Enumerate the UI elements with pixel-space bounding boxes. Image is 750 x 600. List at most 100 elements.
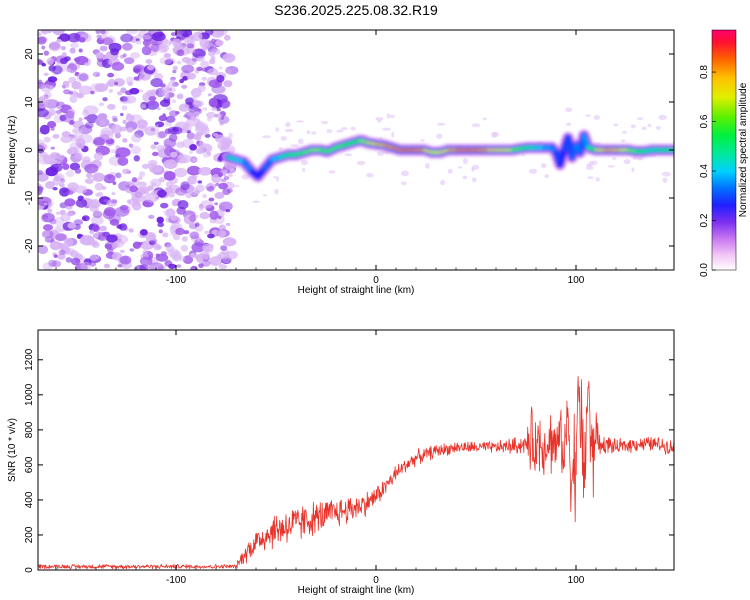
noise-speckle xyxy=(586,165,594,171)
noise-speckle xyxy=(53,254,58,258)
noise-speckle xyxy=(391,131,395,138)
noise-speckle xyxy=(613,123,619,127)
snr-panel: -100 0 100 0 200 400 600 800 1000 1200 Height of… xyxy=(7,329,675,596)
noise-speckle xyxy=(612,157,617,160)
noise-speckle xyxy=(153,243,161,249)
spectrogram-x-ticks: -100 0 100 xyxy=(55,30,657,286)
noise-region xyxy=(38,30,672,270)
noise-speckle xyxy=(195,148,205,155)
noise-speckle xyxy=(42,224,54,231)
noise-speckle xyxy=(217,229,227,238)
y-tick-label: 10 xyxy=(24,96,35,108)
colorbar-ticks: 0.0 0.2 0.4 0.6 0.8 xyxy=(699,65,716,277)
noise-speckle xyxy=(462,175,468,180)
noise-speckle xyxy=(139,256,153,266)
noise-speckle xyxy=(76,72,90,82)
noise-speckle xyxy=(225,209,231,213)
noise-speckle xyxy=(220,245,228,251)
noise-speckle xyxy=(92,241,98,246)
noise-speckle xyxy=(179,256,186,262)
noise-speckle xyxy=(630,124,636,129)
noise-speckle xyxy=(272,176,279,179)
noise-speckle xyxy=(210,38,217,44)
colorbar-tick-label: 0.6 xyxy=(699,114,710,128)
noise-speckle xyxy=(621,131,628,134)
noise-speckle xyxy=(46,57,54,65)
noise-speckle xyxy=(78,117,83,122)
noise-speckle xyxy=(208,51,216,57)
noise-speckle xyxy=(228,132,233,139)
noise-speckle xyxy=(38,196,52,207)
noise-speckle xyxy=(148,240,155,245)
noise-speckle xyxy=(191,175,198,180)
noise-speckle xyxy=(56,211,61,215)
noise-speckle xyxy=(62,189,67,193)
noise-speckle xyxy=(39,124,50,135)
noise-speckle xyxy=(147,185,154,191)
noise-speckle xyxy=(38,245,48,255)
colorbar-scale xyxy=(712,30,736,270)
noise-speckle xyxy=(137,176,143,180)
noise-speckle xyxy=(129,185,139,193)
noise-speckle xyxy=(344,153,353,157)
noise-speckle xyxy=(150,43,160,53)
noise-speckle xyxy=(112,118,118,122)
noise-speckle xyxy=(102,97,108,102)
noise-speckle xyxy=(189,231,200,240)
noise-speckle xyxy=(220,169,228,175)
y-tick-label: 1000 xyxy=(24,383,35,406)
noise-speckle xyxy=(225,222,231,227)
noise-speckle xyxy=(51,260,62,268)
noise-speckle xyxy=(228,172,233,177)
noise-speckle xyxy=(195,124,209,135)
noise-speckle xyxy=(117,91,123,96)
noise-speckle xyxy=(211,84,226,94)
noise-speckle xyxy=(59,33,71,42)
noise-speckle xyxy=(172,65,178,71)
noise-speckle xyxy=(218,115,230,124)
noise-speckle xyxy=(252,200,260,204)
spectrogram-x-label: Height of straight line (km) xyxy=(298,285,415,296)
noise-speckle xyxy=(124,180,131,186)
noise-speckle xyxy=(156,216,164,224)
noise-speckle xyxy=(436,133,443,139)
noise-speckle xyxy=(221,100,231,108)
noise-speckle xyxy=(43,136,51,143)
ridge-core-segment xyxy=(374,143,386,147)
noise-speckle xyxy=(144,125,160,136)
noise-speckle xyxy=(60,135,73,144)
noise-speckle xyxy=(138,241,143,245)
noise-speckle xyxy=(84,163,99,174)
noise-speckle xyxy=(182,255,194,265)
noise-speckle xyxy=(138,89,144,93)
noise-speckle xyxy=(207,68,219,76)
noise-speckle xyxy=(262,135,271,139)
noise-speckle xyxy=(193,134,202,141)
noise-speckle xyxy=(194,190,201,195)
noise-speckle xyxy=(142,200,151,207)
noise-speckle xyxy=(224,34,231,41)
noise-speckle xyxy=(655,126,661,130)
noise-speckle xyxy=(67,108,76,117)
noise-speckle xyxy=(440,179,446,186)
noise-speckle xyxy=(159,83,166,88)
noise-speckle xyxy=(197,180,203,184)
noise-speckle xyxy=(69,95,78,104)
noise-speckle xyxy=(114,81,118,86)
colorbar-tick-label: 0.2 xyxy=(699,213,710,227)
noise-speckle xyxy=(42,262,53,270)
noise-speckle xyxy=(198,251,210,260)
noise-speckle xyxy=(45,166,58,177)
noise-speckle xyxy=(631,167,635,173)
noise-speckle xyxy=(84,178,94,185)
noise-speckle xyxy=(587,176,594,179)
noise-speckle xyxy=(103,207,116,217)
y-tick-label: 20 xyxy=(24,48,35,60)
noise-speckle xyxy=(190,265,198,270)
noise-speckle xyxy=(131,193,145,203)
noise-speckle xyxy=(98,102,105,107)
y-tick-label: 800 xyxy=(24,421,35,438)
noise-speckle xyxy=(170,151,178,158)
noise-speckle xyxy=(223,162,228,167)
noise-speckle xyxy=(377,151,384,156)
